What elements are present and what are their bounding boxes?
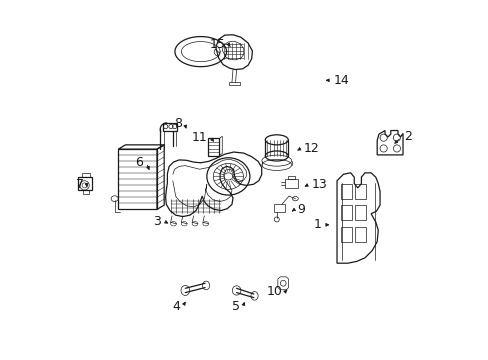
Bar [287, 176, 294, 179]
Text: 2: 2 [403, 130, 411, 144]
Text: 15: 15 [209, 38, 225, 51]
Bar [354, 184, 366, 199]
Text: 7: 7 [76, 178, 83, 191]
Text: 9: 9 [297, 203, 305, 216]
Bar [340, 226, 351, 242]
Bar [340, 205, 351, 220]
Bar [273, 204, 284, 212]
Text: 4: 4 [172, 300, 180, 313]
Bar [354, 226, 366, 242]
Bar [81, 173, 90, 177]
Text: 8: 8 [173, 117, 182, 130]
Text: 1: 1 [313, 218, 321, 231]
Text: 11: 11 [192, 131, 207, 144]
Text: 3: 3 [153, 215, 161, 228]
Bar [284, 179, 297, 188]
Text: 12: 12 [303, 142, 319, 155]
Bar [354, 205, 366, 220]
Bar [207, 138, 219, 156]
Bar [83, 190, 89, 194]
Text: 10: 10 [266, 285, 282, 298]
Text: 13: 13 [311, 178, 327, 191]
Text: 6: 6 [135, 156, 143, 169]
Text: 5: 5 [232, 300, 240, 313]
Bar [163, 123, 177, 131]
Bar [118, 149, 157, 210]
Bar [78, 177, 92, 190]
Text: 14: 14 [333, 74, 348, 87]
Bar [340, 184, 351, 199]
